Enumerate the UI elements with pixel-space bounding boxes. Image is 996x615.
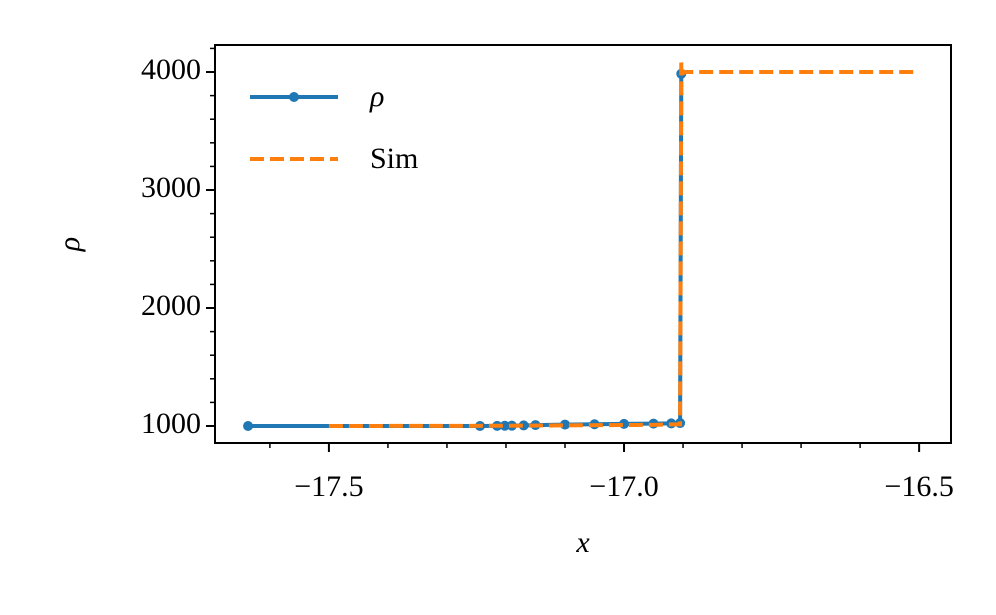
y-axis-label: ρ (53, 237, 86, 252)
y-tick-label: 1000 (141, 407, 201, 440)
point (518, 420, 529, 431)
legend-label: Sim (370, 142, 418, 175)
point (243, 421, 254, 432)
legend-marker (289, 92, 299, 102)
y-tick-label: 3000 (141, 171, 201, 204)
plot-frame (214, 44, 952, 444)
line-series (328, 62, 920, 429)
x-tick-label: −17.5 (294, 470, 363, 503)
y-tick-label: 2000 (141, 289, 201, 322)
x-axis-label: x (575, 526, 590, 559)
y-tick-label: 4000 (141, 53, 201, 86)
x-tick-label: −17.0 (589, 470, 658, 503)
x-tick-label: −16.5 (884, 470, 953, 503)
legend-label: ρ (369, 80, 384, 113)
point (499, 420, 510, 431)
